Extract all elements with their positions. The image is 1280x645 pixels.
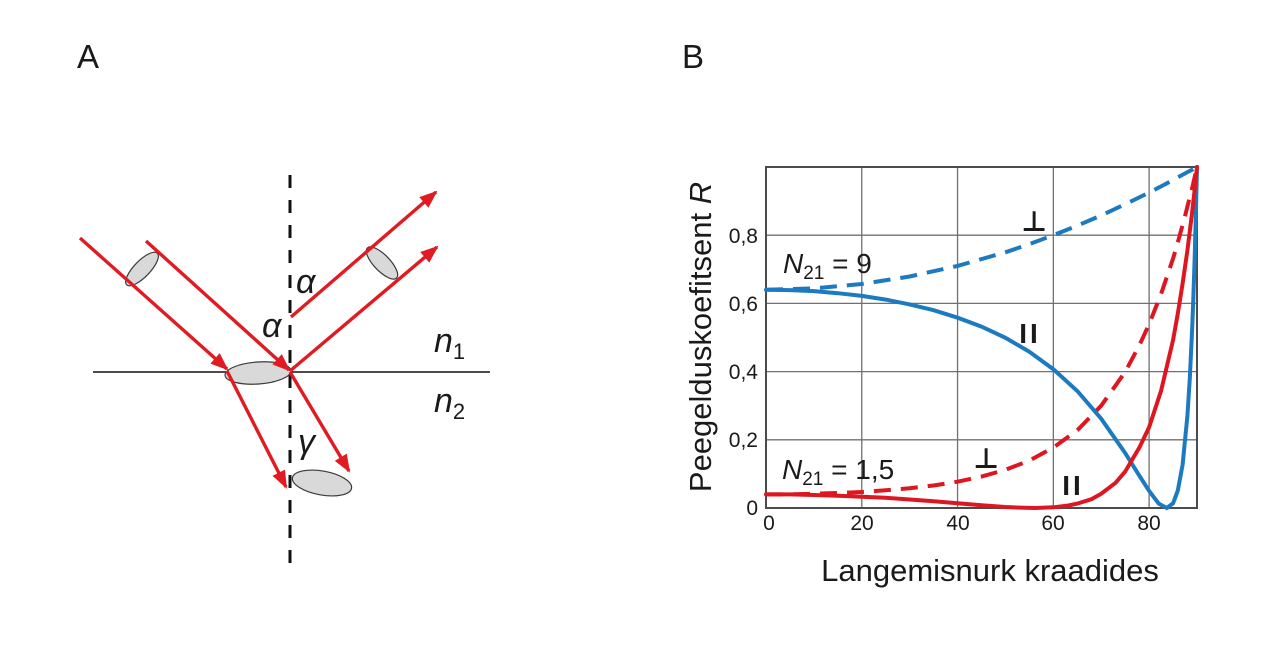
panel-a-label: A xyxy=(77,38,99,75)
curve-n15-parallel xyxy=(764,165,1199,511)
label-parallel-red: II xyxy=(1062,470,1084,501)
angle-alpha-incidence-label: α xyxy=(262,307,283,345)
incident-ray-lower xyxy=(144,239,291,372)
x-tick-0: 0 xyxy=(763,512,775,535)
y-axis-title: Peegelduskoefitsent R xyxy=(683,182,718,492)
refracted-ray-left xyxy=(225,370,288,489)
curve-n9-perpendicular xyxy=(765,165,1198,292)
y-tick-0_2: 0,2 xyxy=(729,429,758,452)
reflected-beam-cross-section xyxy=(365,246,399,280)
plot-curves xyxy=(764,165,1199,511)
curve-n15-perpendicular xyxy=(766,166,1199,497)
y-tick-0_4: 0,4 xyxy=(729,361,759,384)
refracted-ray-right xyxy=(288,371,351,473)
label-perpendicular-blue: ⊥ xyxy=(1021,206,1047,237)
y-tick-0_8: 0,8 xyxy=(729,225,758,248)
y-tick-0: 0 xyxy=(746,497,758,520)
label-perpendicular-red: ⊥ xyxy=(973,443,999,474)
medium-n1-label: n1 xyxy=(434,322,465,364)
curve-n9-parallel xyxy=(764,165,1199,511)
y-tick-0_6: 0,6 xyxy=(729,293,758,316)
plot-frame xyxy=(765,166,1198,509)
reflected-ray-lower xyxy=(288,245,439,373)
angle-alpha-reflection-label: α xyxy=(296,263,317,301)
x-tick-20: 20 xyxy=(850,512,873,535)
x-axis-title: Langemisnurk kraadides xyxy=(821,553,1159,588)
panel-b-reflectance-chart: B 0 0,2 0,4 0,6 0,8 0 20 40 60 80 Langem… xyxy=(682,38,1199,588)
plot-gridlines xyxy=(766,167,1197,508)
x-tick-80: 80 xyxy=(1137,512,1160,535)
annotation-n21-9: N21 = 9 xyxy=(783,248,872,284)
incident-beam-cross-section xyxy=(125,251,159,287)
x-tick-60: 60 xyxy=(1041,512,1064,535)
panel-a-ray-diagram: A α α γ n1 n2 xyxy=(77,38,490,572)
panel-b-label: B xyxy=(682,38,704,75)
refracted-beam-cross-section xyxy=(291,469,353,497)
incident-ray-upper xyxy=(78,236,229,371)
x-tick-40: 40 xyxy=(946,512,969,535)
medium-n2-label: n2 xyxy=(434,382,465,424)
reflected-ray-upper xyxy=(289,190,438,319)
label-parallel-blue: II xyxy=(1019,318,1041,349)
annotation-n21-1-5: N21 = 1,5 xyxy=(782,454,894,490)
angle-gamma-refraction-label: γ xyxy=(298,423,317,461)
